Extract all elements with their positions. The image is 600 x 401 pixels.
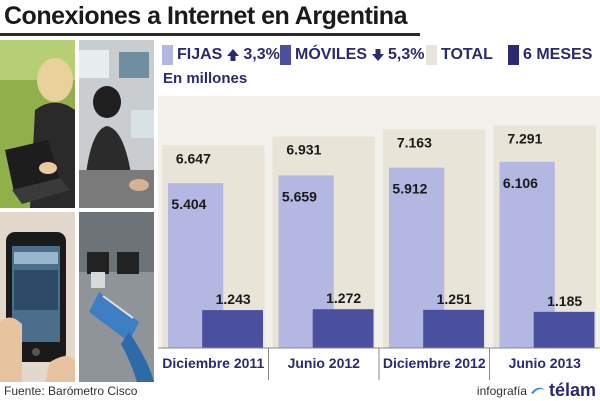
legend-change-moviles: 5,3% <box>388 46 425 63</box>
legend-swatch-total <box>426 45 437 65</box>
ethernet-cable-photo <box>79 212 154 382</box>
bar-moviles <box>202 310 263 348</box>
title-rule <box>0 33 420 36</box>
arrow-up-icon <box>227 49 240 61</box>
photo-collage <box>0 40 154 382</box>
legend-label-moviles: MÓVILES <box>295 46 368 63</box>
legend-item-moviles: MÓVILES 5,3% <box>280 40 424 70</box>
legend-change-fijas: 3,3% <box>243 46 280 63</box>
data-label-fijas: 5.912 <box>392 181 427 197</box>
laptop-photo <box>0 40 75 208</box>
category-label: Diciembre 2012 <box>383 355 486 371</box>
bar-moviles <box>312 309 374 348</box>
data-label-moviles: 1.251 <box>437 291 472 307</box>
legend-swatch-fijas <box>162 45 173 65</box>
data-label-moviles: 1.185 <box>547 293 582 309</box>
bar-moviles <box>533 311 595 348</box>
legend-swatch-period <box>508 45 519 65</box>
data-label-total: 7.163 <box>397 135 432 151</box>
legend-label-total: TOTAL <box>441 46 493 63</box>
brand-name: télam <box>548 380 596 400</box>
legend-swatch-moviles <box>280 45 291 65</box>
data-label-total: 7.291 <box>507 131 542 147</box>
category-label: Junio 2013 <box>509 355 582 371</box>
legend-item-period: 6 MESES <box>508 40 592 70</box>
legend-item-fijas: FIJAS 3,3% <box>162 40 280 70</box>
category-label: Junio 2012 <box>288 355 361 371</box>
smartphone-photo <box>0 212 75 382</box>
bar-moviles <box>423 309 484 348</box>
data-label-fijas: 6.106 <box>503 175 538 191</box>
credit-label: infografía <box>476 383 527 398</box>
data-label-fijas: 5.404 <box>171 196 206 212</box>
data-label-total: 6.931 <box>286 142 321 158</box>
data-label-moviles: 1.272 <box>326 290 361 306</box>
telam-logo-icon <box>530 387 545 394</box>
office-photo <box>79 40 154 208</box>
source-note: Fuente: Barómetro Cisco <box>4 384 138 398</box>
data-label-fijas: 5.659 <box>282 188 317 204</box>
arrow-down-icon <box>372 49 385 61</box>
legend-item-total: TOTAL <box>426 40 493 70</box>
chart-subtitle: En millones <box>163 70 248 87</box>
category-label: Diciembre 2011 <box>162 355 264 371</box>
legend-label-period: 6 MESES <box>523 46 593 63</box>
brand-credit: infografía télam <box>477 380 596 401</box>
chart-title: Conexiones a Internet en Argentina <box>4 2 407 30</box>
legend-label-fijas: FIJAS <box>177 46 223 63</box>
chart-legend: FIJAS 3,3% MÓVILES 5,3% TOTAL 6 MESES <box>160 40 600 70</box>
data-label-total: 6.647 <box>176 150 211 166</box>
bar-chart: 6.647 5.404 1.243 Diciembre 2011 6.931 5.659 1… <box>158 96 600 380</box>
data-label-moviles: 1.243 <box>216 291 251 307</box>
